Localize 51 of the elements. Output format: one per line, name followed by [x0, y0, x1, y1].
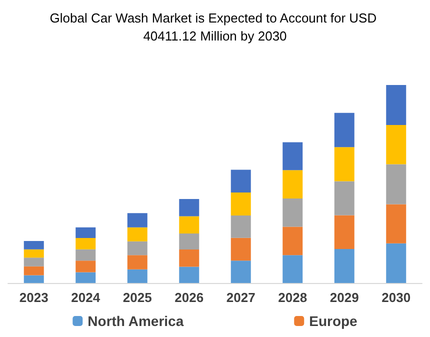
bar [282, 142, 303, 170]
bar [282, 170, 303, 198]
bar [334, 215, 354, 249]
bar [127, 213, 148, 228]
legend-label: Europe [309, 313, 358, 329]
bar [386, 85, 406, 125]
bar [386, 164, 406, 204]
bar [24, 275, 44, 283]
bar [386, 243, 406, 283]
x-tick-label: 2027 [226, 290, 256, 305]
x-tick-label: 2024 [71, 290, 101, 305]
bar [334, 248, 354, 283]
bar [179, 250, 200, 267]
bar [282, 255, 303, 283]
bar [386, 204, 406, 244]
bar [76, 238, 96, 250]
x-tick-label: 2026 [174, 290, 204, 305]
bar [230, 215, 251, 238]
bar [282, 198, 303, 227]
bar [24, 249, 44, 258]
bar [179, 216, 200, 234]
bar [179, 266, 200, 283]
bar [24, 266, 44, 276]
bar [179, 199, 200, 216]
bar [127, 255, 148, 270]
bar [24, 241, 44, 250]
x-tick-label: 2028 [278, 290, 308, 305]
bar [334, 112, 354, 148]
x-tick-label: 2023 [19, 290, 48, 305]
legend-label: North America [88, 313, 184, 329]
x-tick-label: 2029 [330, 290, 359, 305]
bar [76, 272, 96, 283]
bar [230, 238, 251, 261]
bar [230, 170, 251, 193]
bar [76, 249, 96, 261]
bar [76, 260, 96, 272]
chart-title: Global Car Wash Market is Expected to Account for USD 40411.12 Million by 2030 [50, 10, 380, 44]
x-tick-label: 2030 [382, 290, 411, 305]
x-tick-label: 2025 [122, 290, 152, 305]
bar [334, 181, 354, 216]
bar [386, 124, 406, 164]
bar [230, 260, 251, 283]
bar [24, 258, 44, 266]
bar [127, 227, 148, 242]
bar [282, 226, 303, 256]
bar [127, 269, 148, 283]
bar [76, 227, 96, 238]
bar [334, 147, 354, 182]
bar [179, 234, 200, 250]
bar [127, 241, 148, 256]
bar [230, 192, 251, 216]
